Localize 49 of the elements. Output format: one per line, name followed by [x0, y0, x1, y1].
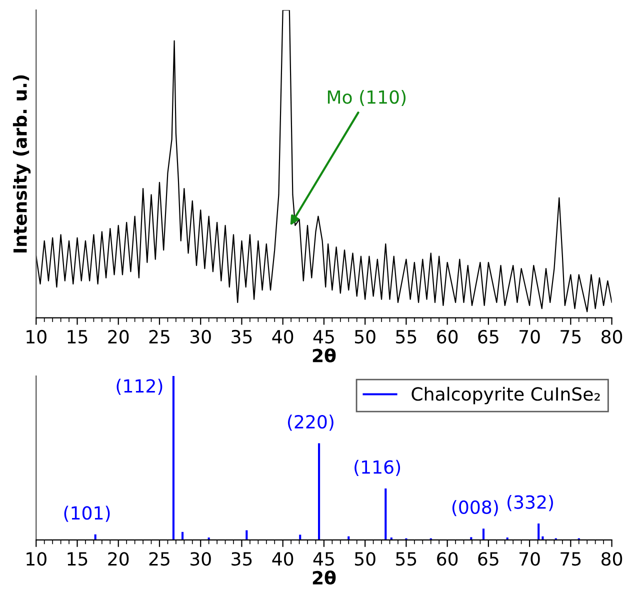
x-tick-label: 35 [232, 552, 252, 566]
x-tick-label: 55 [396, 330, 416, 344]
bar [181, 532, 184, 540]
x-tick-label: 75 [560, 552, 581, 566]
bar [172, 376, 174, 540]
x-tick-label: 80 [602, 552, 622, 566]
annotation: (220) [288, 414, 334, 431]
x-tick-label: 45 [313, 552, 334, 566]
x-tick-label: 80 [602, 330, 622, 344]
bar [318, 443, 320, 540]
x-tick-label: 30 [190, 330, 211, 344]
annotation: (332) [508, 494, 553, 512]
bar [538, 524, 540, 540]
x-tick-label: 60 [437, 552, 458, 566]
x-tick-label: 45 [313, 330, 334, 344]
x-tick-label: 65 [478, 552, 498, 566]
x-tick-label: 30 [190, 552, 211, 566]
bar [384, 488, 387, 540]
x-tick-label: 50 [354, 330, 376, 344]
x-tick-label: 20 [108, 330, 129, 344]
x-tick-label: 15 [68, 330, 88, 344]
annotation: Mo (110) [328, 90, 406, 106]
x-tick-label: 20 [108, 552, 129, 566]
bar [246, 530, 248, 540]
x-tick-label: 25 [149, 330, 170, 344]
bar [299, 534, 302, 540]
annotation: (008) [452, 500, 498, 516]
x-tick-label: 40 [272, 552, 294, 566]
x-tick-label: 65 [478, 330, 498, 344]
annotation: (112) [116, 378, 162, 395]
x-tick-label: 75 [560, 330, 581, 344]
x-tick-label: 70 [520, 330, 540, 344]
x-axis-title: 2θ [312, 570, 336, 585]
x-tick-label: 25 [149, 552, 170, 566]
annotation: (101) [64, 506, 110, 522]
x-tick-label: 60 [437, 330, 458, 344]
x-tick-label: 40 [272, 330, 294, 344]
x-tick-label: 10 [26, 552, 46, 566]
x-tick-label: 10 [26, 330, 46, 344]
legend-label: Chalcopyrite CuInSe₂ [412, 386, 600, 404]
x-tick-label: 35 [232, 330, 252, 344]
x-tick-label: 15 [68, 552, 88, 566]
x-tick-label: 55 [396, 552, 416, 566]
y-axis-title: Intensity (arb. u.) [12, 75, 31, 252]
bar [482, 528, 485, 540]
x-axis-title: 2θ [312, 348, 336, 362]
annotation: (116) [354, 460, 400, 476]
x-tick-label: 70 [520, 552, 540, 566]
x-tick-label: 50 [354, 552, 376, 566]
